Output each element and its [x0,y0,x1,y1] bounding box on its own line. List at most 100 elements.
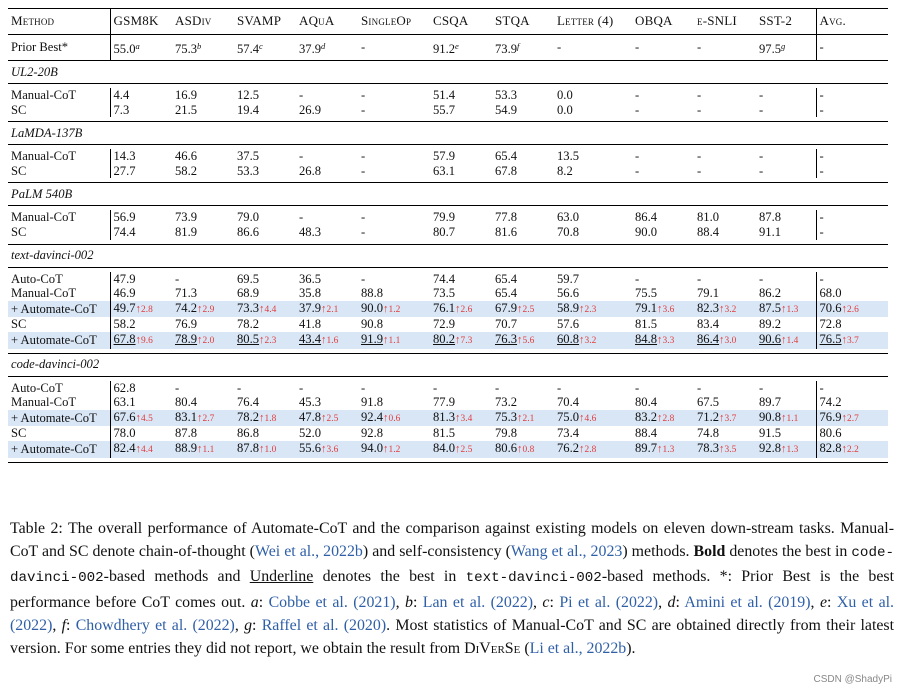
table-row: SC 74.4 81.9 86.6 48.3 - 80.7 81.6 70.8 90.0 88.4 9… [8,224,888,240]
cell-value: - [759,271,764,286]
section-title: text-davinci-002 [8,243,888,268]
delta-value: 0.8 [522,444,535,455]
delta-value: 2.0 [202,335,215,346]
cell-value: - [299,380,304,395]
table-row: Manual-CoT 14.3 46.6 37.5 - - 57.9 65.4 13.5 - - - - [8,149,888,164]
up-arrow-icon: ↑ [781,333,787,346]
cell-value: 12.5 [237,88,260,102]
cell-value: 54.9 [495,102,518,117]
cell-value: 73.9 [175,210,198,225]
table-cell: 91.2e [430,35,492,61]
cell-value: - [635,102,640,117]
cell-value: 63.1 [433,163,456,178]
ref-chowdhery-link[interactable]: Chowdhery et al. (2022) [75,616,235,634]
column-header-method: Method [8,8,110,35]
table-cell: 84.0↑2.5 [430,440,492,458]
delta-value: 3.6 [326,444,339,455]
up-arrow-icon: ↑ [781,442,787,455]
cell-value: 78.2 [237,317,260,332]
cell-value: - [819,102,824,117]
cell-value: 46.6 [175,149,198,164]
up-arrow-icon: ↑ [657,333,663,346]
cell-value: 81.5 [433,426,456,441]
ref-xu-link[interactable]: Xu et al. (2022) [10,593,895,634]
table-cell: 41.8 [296,317,358,332]
cell-value: - [433,380,438,395]
ref-raffel-link[interactable]: Raffel et al. (2020) [261,616,387,634]
cell-value: 94.0 [361,440,384,455]
cell-value: 78.0 [113,426,136,441]
cell-value: 82.4 [113,440,136,455]
table-cell: 97.5g [756,35,816,61]
cell-value: 74.2 [819,395,842,410]
delta-value: 2.8 [584,444,597,455]
delta-value: 2.9 [202,304,215,315]
table-row: Manual-CoT 63.1 80.4 76.4 45.3 91.8 77.9 73.2 70… [8,395,888,410]
ref-wang-link[interactable]: Wang et al., 2023 [510,543,623,561]
section-title-row: UL2-20B [8,60,888,84]
ref-cobbe-link[interactable]: Cobbe et al. (2021) [268,593,396,611]
cell-value: 79.8 [495,426,518,441]
table-cell: 70.7 [492,317,554,332]
table-cell: - [632,272,694,287]
table-cell: 88.9↑1.1 [172,440,234,458]
table-cell: 73.2 [492,395,554,410]
table-row: Auto-CoT 47.9 - 69.5 36.5 - 74.4 65.4 59.7 - - - - [8,271,888,287]
table-cell: 81.6 [492,225,554,240]
up-arrow-icon: ↑ [579,411,585,424]
cell-value: 71.2 [697,409,720,424]
table-cell: - [815,34,888,61]
table-cell: 70.4 [554,395,632,410]
table-cell: 83.2↑2.8 [632,409,694,427]
section-title-row: text-davinci-002 [8,243,888,268]
cell-value: 91.5 [759,426,782,441]
up-arrow-icon: ↑ [383,333,389,346]
table-cell: 88.8 [358,286,430,301]
cell-value: 80.6 [495,440,518,455]
cell-value: 83.1 [175,409,198,424]
table-cell: - [358,88,430,103]
table-cell: 72.9 [430,317,492,332]
table-cell: 87.8 [172,426,234,441]
cell-value: 80.6 [819,426,842,441]
cell-value: 86.8 [237,426,260,441]
table-cell: 76.2↑2.8 [554,440,632,458]
cell-value: 37.5 [237,149,260,164]
table-cell: - [815,163,888,179]
ref-amini-link[interactable]: Amini et al. (2019) [684,593,811,611]
ref-li-link[interactable]: Li et al., 2022b [529,640,627,658]
table-cell: 63.1 [430,164,492,179]
table-cell: 88.4 [694,225,756,240]
delta-value: 1.3 [786,304,799,315]
table-cell: - [815,149,888,164]
table-cell: - [815,210,888,225]
cell-value: - [361,40,366,55]
table-cell: 89.7↑1.3 [632,440,694,458]
table-cell: 86.2 [756,286,816,301]
up-arrow-icon: ↑ [719,411,725,424]
table-cell: - [554,381,632,396]
delta-value: 2.3 [264,335,277,346]
table-cell: 36.5 [296,272,358,287]
cell-value: 35.8 [299,286,322,301]
cell-value: - [697,163,702,178]
delta-value: 0.6 [388,413,401,424]
caption-text: ) methods. [622,543,694,561]
cell-value: 4.4 [113,88,130,102]
ref-lan-link[interactable]: Lan et al. (2022) [422,593,534,611]
table-cell: 37.5 [234,149,296,164]
ref-pi-link[interactable]: Pi et al. (2022) [559,593,659,611]
delta-value: 1.6 [326,335,339,346]
cell-value: 56.9 [113,210,136,225]
table-cell: - [358,381,430,396]
table-cell: 56.6 [554,286,632,301]
cell-value: - [557,380,562,395]
cell-value: 84.8 [635,331,658,346]
footnote-letter: f [61,616,67,634]
cell-value: - [697,149,702,164]
delta-value: 1.1 [786,413,799,424]
delta-value: 3.0 [724,335,737,346]
ref-wei-link[interactable]: Wei et al., 2022b [254,543,363,561]
table-cell: - [358,164,430,179]
table-cell: 86.4↑3.0 [694,331,756,349]
